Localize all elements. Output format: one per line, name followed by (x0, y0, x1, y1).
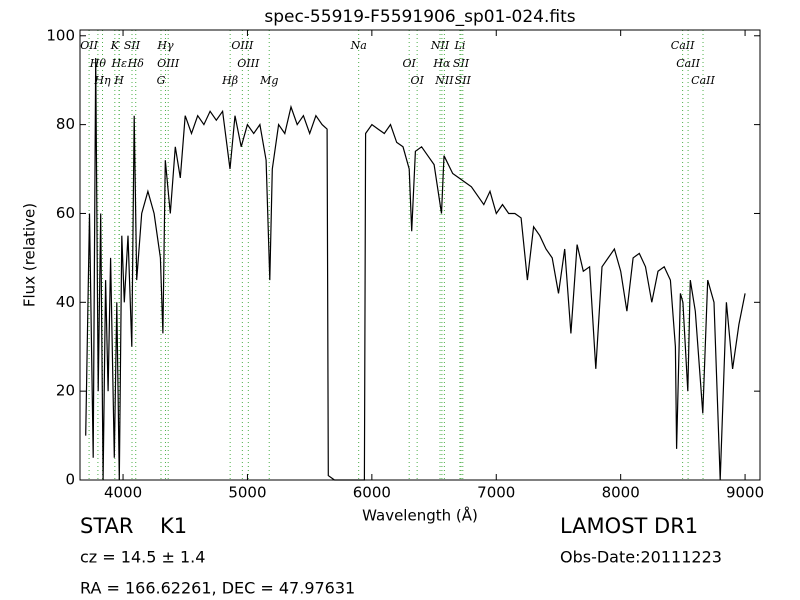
object-class: STAR (80, 514, 133, 538)
plot-frame (79, 29, 761, 481)
spectral-line-label: OIII (237, 57, 260, 70)
spectral-line-label: Hβ (221, 74, 238, 87)
survey: LAMOST DR1 (560, 514, 698, 538)
spectral-line-label: CaII (671, 39, 695, 52)
y-tick-label: 80 (56, 115, 75, 133)
obs-date: Obs-Date:20111223 (560, 548, 722, 567)
y-tick-label: 20 (56, 382, 75, 400)
y-tick-label: 100 (46, 26, 75, 44)
y-tick-label: 60 (56, 204, 75, 222)
spectral-line-label: Hη (93, 74, 111, 87)
spectral-line-label: Hθ (89, 57, 107, 70)
spectral-line-label: NII (430, 39, 450, 52)
spectral-line-label: SII (453, 57, 470, 70)
spectral-line-label: K (110, 39, 120, 52)
spectral-line-label: Hγ (156, 39, 174, 52)
spectral-line-label: NII (434, 74, 454, 87)
spectral-line-label: SII (124, 39, 141, 52)
spectral-line-label: OI (402, 57, 416, 70)
y-tick-label: 40 (56, 293, 75, 311)
spectral-line-label: Mg (259, 74, 278, 87)
spectral-line-label: SII (455, 74, 472, 87)
x-tick-label: 7000 (477, 484, 515, 502)
y-tick-label: 0 (65, 471, 75, 489)
x-tick-label: 8000 (602, 484, 640, 502)
spectral-line-label: OI (410, 74, 424, 87)
y-axis-label: Flux (relative) (21, 203, 39, 307)
spectral-line-label: H (113, 74, 124, 87)
spectral-line-label: Hε (111, 57, 128, 70)
coords: RA = 166.62261, DEC = 47.97631 (80, 579, 355, 598)
spectral-line-label: Hα (432, 57, 451, 70)
spectral-line-label: CaII (676, 57, 700, 70)
chart-title: spec-55919-F5591906_sp01-024.fits (264, 7, 575, 27)
redshift: cz = 14.5 ± 1.4 (80, 548, 205, 567)
spectral-line-label: OIII (157, 57, 180, 70)
spectrum (85, 57, 746, 481)
x-axis-label: Wavelength (Å) (362, 506, 478, 525)
spectral-line-label: OII (80, 39, 98, 52)
spectral-line-label: Li (454, 39, 466, 52)
subclass: K1 (160, 514, 187, 538)
x-tick-label: 9000 (726, 484, 764, 502)
spectral-line-label: CaII (691, 74, 715, 87)
x-tick-label: 5000 (228, 484, 266, 502)
spectral-line-label: G (157, 74, 166, 87)
x-tick-label: 6000 (353, 484, 391, 502)
spectral-line-label: Na (350, 39, 367, 52)
x-tick-label: 4000 (104, 484, 142, 502)
spectral-line-label: Hδ (127, 57, 145, 70)
spectral-line-label: OIII (231, 39, 254, 52)
